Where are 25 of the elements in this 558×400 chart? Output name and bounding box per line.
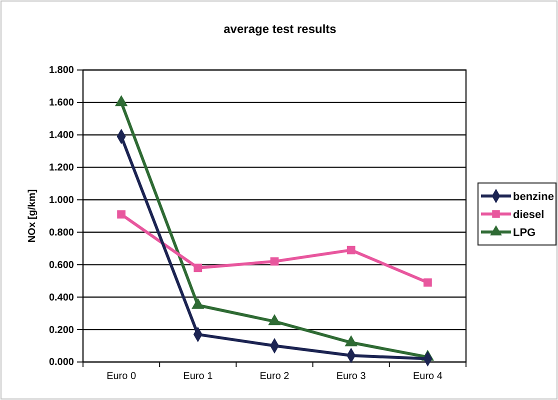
y-tick-label: 0.200 [48,324,74,336]
x-tick-label: Euro 4 [412,371,443,382]
chart-title: average test results [224,22,337,36]
point [424,278,432,287]
y-tick-label: 1.600 [48,98,74,109]
x-tick-label: Euro 0 [106,371,136,382]
y-axis-title: NOx [g/km] [27,189,38,243]
point [346,246,356,254]
y-tick-label: 0.000 [48,357,74,368]
legend-label: LPG [513,227,536,239]
x-tick-label: Euro 3 [336,371,366,382]
y-tick-label: 0.600 [48,260,74,271]
x-tick-label: Euro 1 [183,371,214,382]
point [117,210,126,219]
y-tick-label: 0.400 [48,292,74,304]
y-tick-label: 1.000 [48,194,74,206]
y-tick-label: 1.400 [48,130,74,142]
y-tick-label: 1.800 [48,65,74,76]
x-tick-label: Euro 2 [260,371,290,382]
point [270,257,279,266]
legend-label: diesel [513,209,544,221]
y-tick-label: 1.200 [48,162,74,174]
legend-label: benzine [513,191,554,203]
point [194,264,202,272]
y-tick-label: 0.800 [48,227,74,238]
